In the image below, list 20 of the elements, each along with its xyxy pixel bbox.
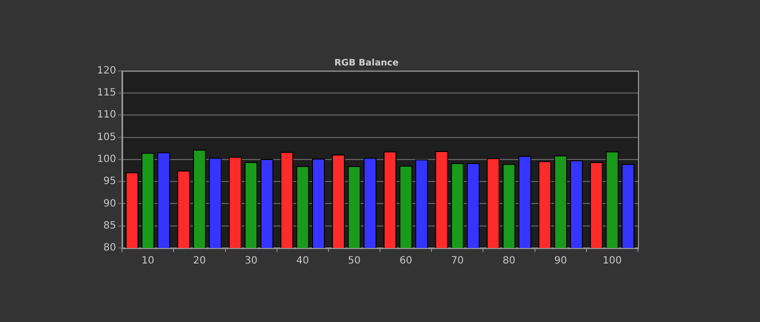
x-tick-label: 50 <box>348 256 361 267</box>
x-tick-label: 70 <box>451 256 464 267</box>
x-tick-label: 60 <box>399 256 412 267</box>
x-tick-label: 30 <box>244 256 258 267</box>
y-tick-label: 90 <box>103 198 116 210</box>
x-tick-label: 100 <box>602 256 622 267</box>
chart-title: RGB Balance <box>334 58 399 69</box>
y-tick-label: 80 <box>103 242 116 254</box>
y-tick-label: 110 <box>96 110 116 121</box>
y-tick-label: 100 <box>96 154 116 165</box>
x-tick-label: 90 <box>554 256 567 267</box>
x-tick-label: 40 <box>296 256 310 267</box>
y-tick-label: 120 <box>96 65 116 76</box>
y-tick-label: 95 <box>103 176 116 188</box>
x-tick-label: 20 <box>193 256 206 267</box>
y-tick-label: 115 <box>96 88 116 99</box>
x-tick-label: 10 <box>142 256 154 267</box>
y-tick-label: 105 <box>96 132 116 143</box>
y-tick-label: 85 <box>103 220 116 232</box>
x-tick-label: 80 <box>502 256 516 267</box>
